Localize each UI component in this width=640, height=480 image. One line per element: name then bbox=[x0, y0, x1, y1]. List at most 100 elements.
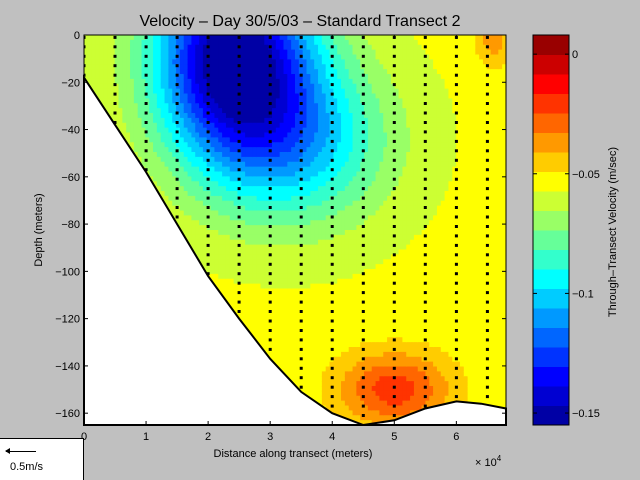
velocity-cell bbox=[199, 49, 204, 56]
velocity-cell bbox=[256, 191, 262, 197]
velocity-cell bbox=[271, 312, 277, 319]
velocity-cell bbox=[241, 54, 246, 60]
velocity-cell bbox=[199, 156, 204, 163]
velocity-cell bbox=[206, 69, 212, 75]
velocity-cell bbox=[241, 176, 246, 182]
velocity-cell bbox=[153, 54, 158, 60]
velocity-cell bbox=[218, 210, 223, 216]
velocity-cell bbox=[233, 269, 239, 275]
velocity-cell bbox=[130, 103, 135, 109]
velocity-cell bbox=[279, 269, 285, 275]
velocity-cell bbox=[199, 108, 204, 114]
velocity-cell bbox=[214, 88, 219, 95]
velocity-cell bbox=[252, 78, 258, 85]
velocity-cell bbox=[156, 39, 162, 46]
velocity-cell bbox=[275, 127, 281, 134]
velocity-cell bbox=[318, 69, 323, 75]
velocity-cell bbox=[314, 273, 319, 280]
velocity-cell bbox=[314, 376, 319, 382]
velocity-cell bbox=[149, 132, 154, 138]
velocity-cell bbox=[287, 361, 292, 368]
velocity-cell bbox=[218, 234, 223, 241]
velocity-cell bbox=[268, 244, 273, 251]
velocity-cell bbox=[233, 166, 239, 173]
velocity-cell bbox=[210, 166, 216, 173]
velocity-cell bbox=[145, 98, 150, 104]
velocity-cell bbox=[172, 108, 177, 114]
velocity-cell bbox=[126, 108, 131, 114]
velocity-cell bbox=[291, 230, 296, 236]
velocity-cell bbox=[271, 176, 277, 182]
velocity-cell bbox=[133, 39, 139, 46]
velocity-cell bbox=[310, 44, 315, 51]
velocity-cell bbox=[275, 122, 281, 129]
velocity-cell bbox=[137, 49, 143, 56]
velocity-cell bbox=[306, 273, 311, 280]
velocity-cell bbox=[271, 98, 277, 104]
velocity-cell bbox=[168, 137, 173, 143]
velocity-cell bbox=[291, 347, 296, 353]
velocity-cell bbox=[318, 351, 323, 358]
velocity-cell bbox=[271, 83, 277, 90]
velocity-cell bbox=[179, 166, 185, 173]
velocity-cell bbox=[271, 210, 277, 216]
velocity-cell bbox=[291, 322, 296, 329]
velocity-cell bbox=[245, 298, 250, 304]
velocity-cell bbox=[248, 44, 254, 51]
velocity-cell bbox=[241, 269, 246, 275]
velocity-cell bbox=[302, 88, 308, 95]
velocity-cell bbox=[275, 351, 281, 358]
velocity-cell bbox=[321, 166, 327, 173]
velocity-cell bbox=[133, 142, 139, 148]
velocity-cell bbox=[260, 44, 265, 51]
velocity-cell bbox=[156, 152, 162, 158]
velocity-cell bbox=[210, 215, 216, 221]
velocity-cell bbox=[229, 54, 235, 60]
velocity-cell bbox=[103, 93, 108, 99]
velocity-cell bbox=[241, 254, 246, 260]
velocity-cell bbox=[187, 161, 193, 168]
velocity-cell bbox=[141, 117, 146, 124]
velocity-cell bbox=[314, 327, 319, 333]
velocity-cell bbox=[302, 308, 308, 314]
velocity-cell bbox=[302, 152, 308, 158]
velocity-cell bbox=[199, 147, 204, 153]
velocity-cell bbox=[195, 127, 200, 134]
velocity-cell bbox=[218, 283, 223, 290]
velocity-cell bbox=[248, 176, 254, 182]
velocity-cell bbox=[202, 78, 208, 85]
velocity-cell bbox=[302, 108, 308, 114]
velocity-cell bbox=[279, 103, 285, 109]
velocity-cell bbox=[137, 39, 143, 46]
velocity-cell bbox=[218, 269, 223, 275]
velocity-cell bbox=[279, 278, 285, 285]
velocity-cell bbox=[179, 39, 185, 46]
velocity-cell bbox=[183, 132, 189, 138]
velocity-cell bbox=[187, 156, 193, 163]
velocity-cell bbox=[168, 117, 173, 124]
velocity-cell bbox=[133, 44, 139, 51]
velocity-cell bbox=[126, 83, 131, 90]
velocity-cell bbox=[168, 176, 173, 182]
velocity-cell bbox=[318, 225, 323, 231]
velocity-cell bbox=[206, 220, 212, 226]
velocity-cell bbox=[306, 88, 311, 95]
velocity-cell bbox=[310, 259, 315, 265]
velocity-cell bbox=[264, 117, 269, 124]
velocity-cell bbox=[141, 137, 146, 143]
velocity-cell bbox=[133, 127, 139, 134]
velocity-cell bbox=[118, 64, 123, 70]
velocity-cell bbox=[176, 122, 181, 129]
velocity-cell bbox=[172, 176, 177, 182]
velocity-cell bbox=[168, 156, 173, 163]
velocity-cell bbox=[153, 39, 158, 46]
velocity-cell bbox=[275, 195, 281, 202]
velocity-cell bbox=[145, 59, 150, 65]
velocity-cell bbox=[302, 113, 308, 119]
velocity-cell bbox=[214, 137, 219, 143]
velocity-cell bbox=[172, 78, 177, 85]
velocity-cell bbox=[252, 49, 258, 56]
velocity-cell bbox=[318, 342, 323, 348]
velocity-cell bbox=[241, 127, 246, 134]
velocity-cell bbox=[229, 64, 235, 70]
